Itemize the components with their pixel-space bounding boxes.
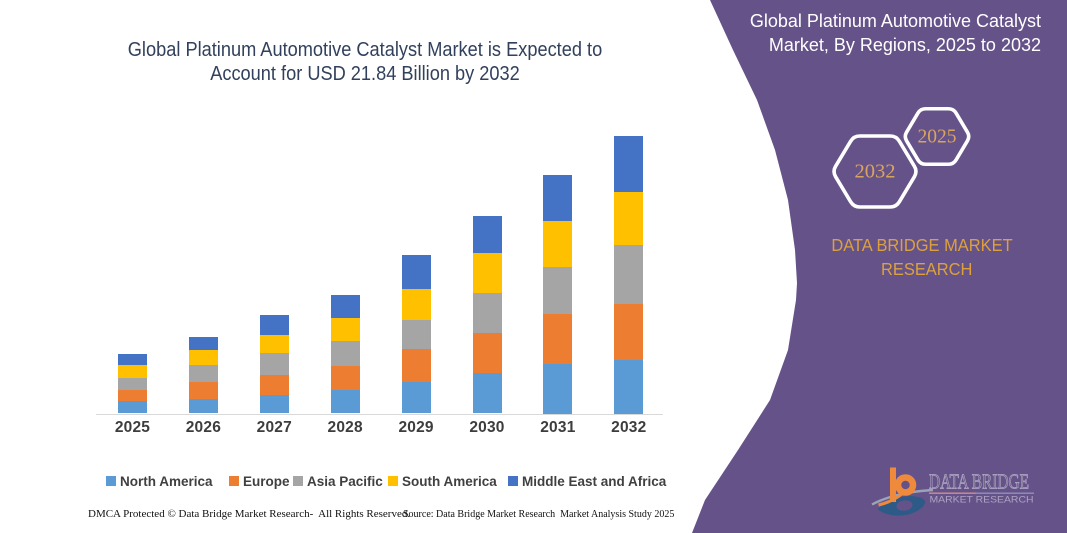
svg-text:2032: 2032 (855, 161, 896, 183)
svg-text:DATA BRIDGE: DATA BRIDGE (929, 470, 1029, 494)
svg-text:2025: 2025 (918, 126, 957, 147)
svg-text:MARKET RESEARCH: MARKET RESEARCH (930, 495, 1034, 505)
